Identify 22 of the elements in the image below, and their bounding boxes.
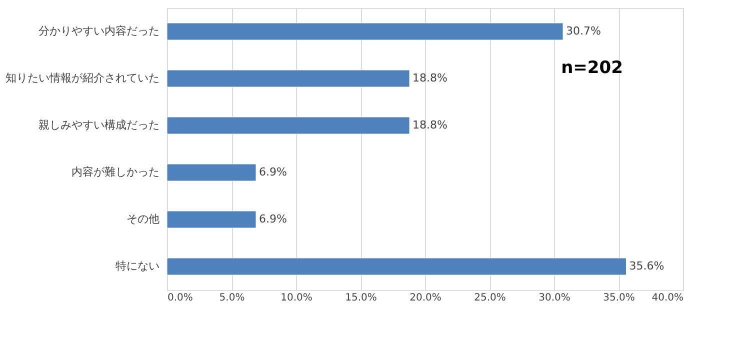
x-tick-label: 25.0%	[474, 292, 506, 304]
data-label: 30.7%	[566, 24, 601, 38]
y-tick-label: 内容が難しかった	[72, 166, 160, 178]
data-label: 6.9%	[259, 166, 287, 178]
data-label: 35.6%	[629, 260, 664, 272]
y-tick-label: 親しみやすい構成だった	[38, 118, 160, 132]
data-label: 18.8%	[412, 72, 448, 84]
x-tick-label: 5.0%	[219, 292, 245, 304]
y-tick-label: その他	[126, 212, 160, 226]
annotation: n=202	[561, 58, 623, 78]
x-tick-label: 10.0%	[280, 292, 312, 304]
data-label: 6.9%	[259, 212, 287, 226]
x-tick-label: 20.0%	[410, 292, 442, 304]
data-label: 18.8%	[412, 118, 448, 132]
x-tick-label: 40.0%	[652, 292, 684, 304]
x-tick-label: 35.0%	[603, 292, 635, 304]
x-tick-label: 15.0%	[345, 292, 377, 304]
x-tick-label: 30.0%	[538, 292, 570, 304]
y-tick-label: 特にない	[116, 260, 160, 272]
x-tick-label: 0.0%	[168, 292, 193, 304]
y-tick-label: 知りたい情報が紹介されていた	[6, 72, 160, 84]
y-tick-label: 分かりやすい内容だった	[38, 24, 160, 38]
